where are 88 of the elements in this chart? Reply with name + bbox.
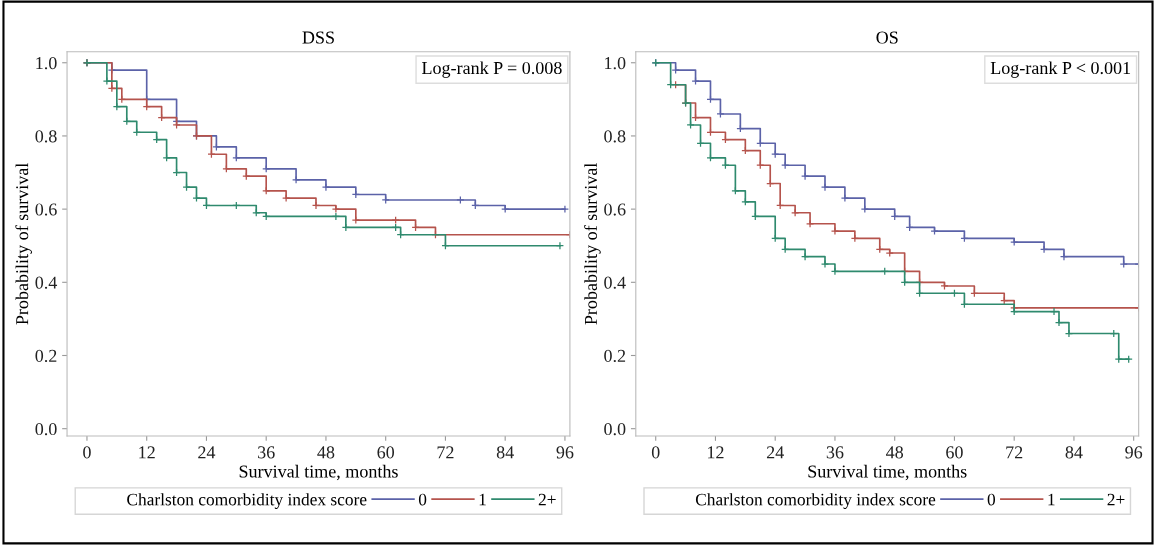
point bbox=[172, 120, 181, 130]
point bbox=[791, 208, 800, 217]
point bbox=[501, 205, 510, 214]
x-tick-label: 72 bbox=[437, 446, 454, 459]
point bbox=[1054, 318, 1064, 327]
y-tick-label: 0.6 bbox=[604, 203, 626, 216]
point bbox=[1039, 245, 1049, 254]
point bbox=[691, 76, 700, 86]
x-tick-label: 72 bbox=[1006, 446, 1023, 459]
point bbox=[830, 267, 840, 276]
legend-title: Charlston comorbidity index score bbox=[695, 493, 936, 509]
legend-label: 1 bbox=[479, 493, 486, 506]
x-tick-label: 36 bbox=[826, 446, 844, 459]
annotation: Log-rank P < 0.001 bbox=[990, 61, 1131, 78]
y-tick-label: 0.0 bbox=[35, 422, 57, 436]
x-tick-label: 0 bbox=[651, 446, 660, 459]
point bbox=[800, 252, 810, 261]
x-tick-label: 84 bbox=[1065, 446, 1083, 459]
legend-label: 0 bbox=[987, 493, 996, 506]
chart-title: OS bbox=[876, 31, 898, 44]
x-tick-label: 24 bbox=[766, 446, 784, 459]
chart-title: DSS bbox=[302, 31, 334, 44]
x-tick-label: 48 bbox=[317, 446, 335, 459]
annotation: Log-rank P = 0.008 bbox=[421, 61, 562, 78]
x-tick-label: 24 bbox=[198, 446, 216, 459]
x-axis-title: Survival time, months bbox=[808, 464, 967, 481]
point bbox=[805, 219, 815, 228]
legend-label: 2+ bbox=[1107, 493, 1125, 506]
point bbox=[1059, 252, 1069, 261]
point bbox=[311, 201, 321, 210]
point bbox=[686, 120, 695, 130]
point bbox=[331, 205, 341, 214]
y-tick-label: 0.4 bbox=[604, 276, 626, 289]
x-tick-label: 84 bbox=[496, 446, 514, 459]
point bbox=[1064, 329, 1074, 338]
y-tick-label: 0.2 bbox=[604, 349, 626, 363]
point bbox=[930, 226, 939, 236]
point bbox=[555, 241, 565, 250]
x-tick-label: 12 bbox=[139, 446, 155, 459]
point bbox=[351, 216, 360, 225]
y-tick-label: 0.4 bbox=[35, 276, 58, 289]
legend-label: 2+ bbox=[538, 493, 556, 506]
point bbox=[162, 153, 171, 162]
point bbox=[391, 216, 400, 225]
point bbox=[820, 183, 830, 192]
x-tick-label: 48 bbox=[886, 446, 904, 459]
point bbox=[1049, 307, 1059, 316]
x-tick-label: 12 bbox=[708, 446, 724, 459]
legend-title: Charlston comorbidity index score bbox=[127, 493, 367, 509]
y-tick-label: 0.8 bbox=[604, 130, 626, 143]
point bbox=[381, 195, 390, 205]
y-tick-label: 0.8 bbox=[35, 130, 57, 143]
y-tick-label: 1.0 bbox=[36, 57, 57, 70]
y-axis-title: Probability of survival bbox=[15, 163, 32, 325]
y-tick-label: 0.0 bbox=[604, 422, 626, 436]
x-tick-label: 60 bbox=[377, 446, 395, 459]
point bbox=[800, 172, 810, 181]
x-tick-label: 96 bbox=[1125, 446, 1143, 459]
point bbox=[860, 205, 869, 214]
y-tick-label: 0.2 bbox=[35, 349, 57, 363]
point bbox=[456, 195, 465, 205]
x-tick-label: 0 bbox=[83, 446, 91, 459]
point bbox=[321, 183, 331, 192]
legend-label: 0 bbox=[418, 493, 427, 506]
point bbox=[820, 259, 830, 269]
point bbox=[212, 142, 221, 152]
point bbox=[840, 194, 850, 203]
point bbox=[716, 109, 725, 119]
point bbox=[885, 248, 894, 258]
point bbox=[102, 76, 111, 86]
x-tick-label: 60 bbox=[946, 446, 963, 459]
x-tick-label: 96 bbox=[556, 446, 574, 459]
point bbox=[940, 281, 949, 291]
point bbox=[560, 205, 570, 214]
x-tick-label: 36 bbox=[258, 446, 275, 459]
legend-label: 1 bbox=[1048, 493, 1055, 506]
point bbox=[331, 212, 341, 221]
point bbox=[671, 65, 680, 75]
point bbox=[1119, 259, 1128, 269]
x-axis-title: Survival time, months bbox=[239, 464, 398, 481]
point bbox=[282, 194, 291, 203]
point bbox=[291, 175, 301, 184]
y-tick-label: 1.0 bbox=[605, 57, 626, 70]
y-tick-label: 0.6 bbox=[35, 203, 57, 216]
point bbox=[706, 153, 715, 162]
y-axis-title: Probability of survival bbox=[584, 163, 601, 325]
point bbox=[232, 153, 241, 162]
point bbox=[830, 226, 840, 236]
